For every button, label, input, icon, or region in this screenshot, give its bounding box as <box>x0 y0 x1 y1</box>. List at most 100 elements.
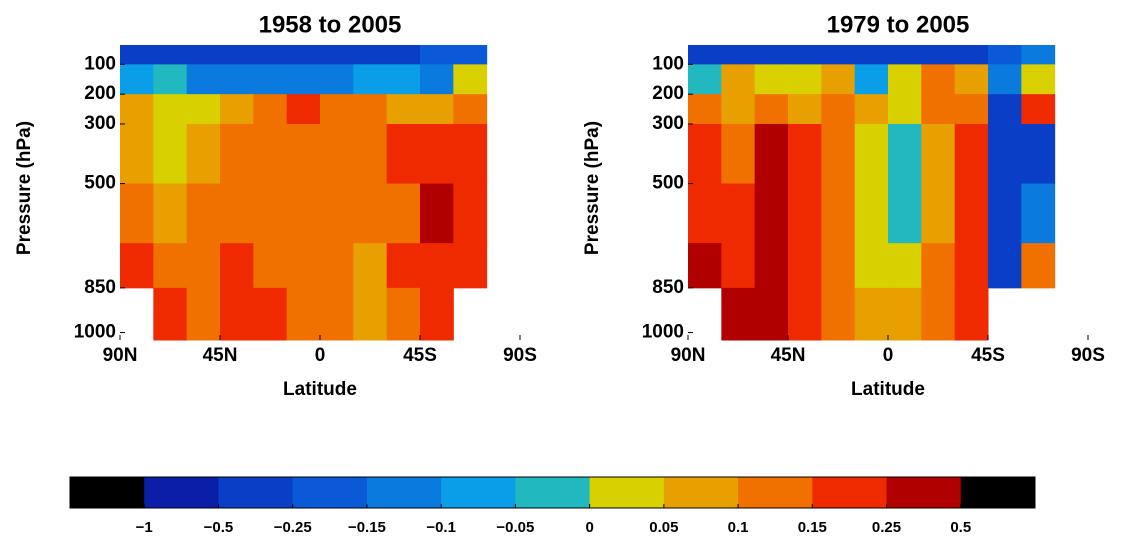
contour-cell <box>186 287 221 341</box>
colorbar-swatch <box>366 477 442 508</box>
colorbar-label: −0.15 <box>348 519 386 536</box>
contour-cell <box>253 287 288 341</box>
contour-cell <box>420 94 454 125</box>
contour-cell <box>988 94 1022 125</box>
contour-cell <box>821 243 856 289</box>
contour-cell <box>988 243 1022 289</box>
contour-cell <box>954 243 989 289</box>
colorbar-label: 0.05 <box>649 519 678 536</box>
colorbar-label: 0.5 <box>950 519 971 536</box>
colorbar-swatch <box>812 477 888 508</box>
contour-cell <box>821 45 856 65</box>
y-tick-label: 200 <box>652 83 684 104</box>
contour-cell <box>921 64 956 95</box>
contour-cell <box>420 287 454 341</box>
contour-cell <box>954 123 989 185</box>
contour-cell <box>721 123 756 185</box>
contour-cell <box>286 64 321 95</box>
contour-cell <box>721 45 756 65</box>
contour-cell <box>954 287 989 341</box>
contour-cell <box>1021 243 1056 289</box>
chart-title: 1979 to 2005 <box>827 11 970 38</box>
contour-cell <box>153 243 188 289</box>
contour-cell <box>320 123 354 185</box>
colorbar-swatch <box>144 477 219 508</box>
contour-cell <box>688 243 722 289</box>
x-axis-label: Latitude <box>851 379 925 400</box>
y-tick-label: 850 <box>84 277 116 298</box>
contour-cell <box>888 64 922 95</box>
contour-cell <box>320 287 354 341</box>
x-tick-label: 45S <box>403 345 437 366</box>
contour-cell <box>921 94 956 125</box>
contour-cell <box>120 45 154 65</box>
contour-cell <box>320 64 354 95</box>
x-tick-label: 0 <box>883 345 894 366</box>
colorbar-swatch <box>738 477 813 508</box>
contour-cell <box>320 45 354 65</box>
contour-cell <box>453 64 488 95</box>
contour-cell <box>220 183 254 244</box>
contour-cell <box>353 287 388 341</box>
contour-cell <box>220 45 254 65</box>
y-axis-label: Pressure (hPa) <box>14 121 35 255</box>
contour-cell <box>420 45 454 65</box>
contour-cell <box>821 94 856 125</box>
contour-cell <box>888 45 922 65</box>
contour-cell <box>320 243 354 289</box>
contour-cell <box>120 243 154 289</box>
contour-cell <box>253 64 288 95</box>
contour-cell <box>788 287 822 341</box>
colorbar-label: −0.5 <box>204 519 234 536</box>
contour-cell <box>688 45 722 65</box>
y-tick-label: 300 <box>84 113 116 134</box>
contour-cell <box>220 94 254 125</box>
contour-cell <box>353 243 388 289</box>
contour-cell <box>988 183 1022 244</box>
contour-cell <box>754 64 789 95</box>
contour-cell <box>888 183 922 244</box>
contour-cell <box>754 123 789 185</box>
contour-cell <box>220 123 254 185</box>
contour-cell <box>253 183 288 244</box>
contour-cell <box>253 243 288 289</box>
colorbar-swatch <box>886 477 962 508</box>
contour-cell <box>721 94 756 125</box>
y-tick-label: 100 <box>652 53 684 74</box>
contour-cell <box>688 64 722 95</box>
contour-cell <box>721 183 756 244</box>
colorbar-swatch <box>589 477 665 508</box>
contour-cell <box>954 183 989 244</box>
contour-cell <box>386 183 421 244</box>
colorbar-label: −0.25 <box>274 519 312 536</box>
contour-cell <box>721 243 756 289</box>
contour-cell <box>386 64 421 95</box>
contour-cell <box>386 243 421 289</box>
contour-cell <box>854 243 889 289</box>
y-axis-label: Pressure (hPa) <box>582 121 603 255</box>
contour-cell <box>353 64 388 95</box>
x-tick-label: 90S <box>503 345 537 366</box>
contour-cell <box>186 183 221 244</box>
contour-cell <box>120 64 154 95</box>
contour-cell <box>788 123 822 185</box>
colorbar-label: 0.15 <box>798 519 827 536</box>
contour-cell <box>253 94 288 125</box>
y-tick-label: 850 <box>652 277 684 298</box>
contour-cell <box>286 45 321 65</box>
x-tick-label: 45S <box>971 345 1005 366</box>
contour-cell <box>220 287 254 341</box>
contour-cell <box>921 183 956 244</box>
x-tick-label: 45N <box>203 345 238 366</box>
contour-cell <box>353 183 388 244</box>
contour-cell <box>253 45 288 65</box>
contour-cell <box>788 45 822 65</box>
contour-cell <box>888 287 922 341</box>
contour-cell <box>353 94 388 125</box>
contour-cell <box>1021 94 1056 125</box>
contour-cell <box>721 287 756 341</box>
contour-cell <box>386 287 421 341</box>
contour-cell <box>386 45 421 65</box>
contour-cell <box>1021 123 1056 185</box>
contour-cell <box>921 287 956 341</box>
